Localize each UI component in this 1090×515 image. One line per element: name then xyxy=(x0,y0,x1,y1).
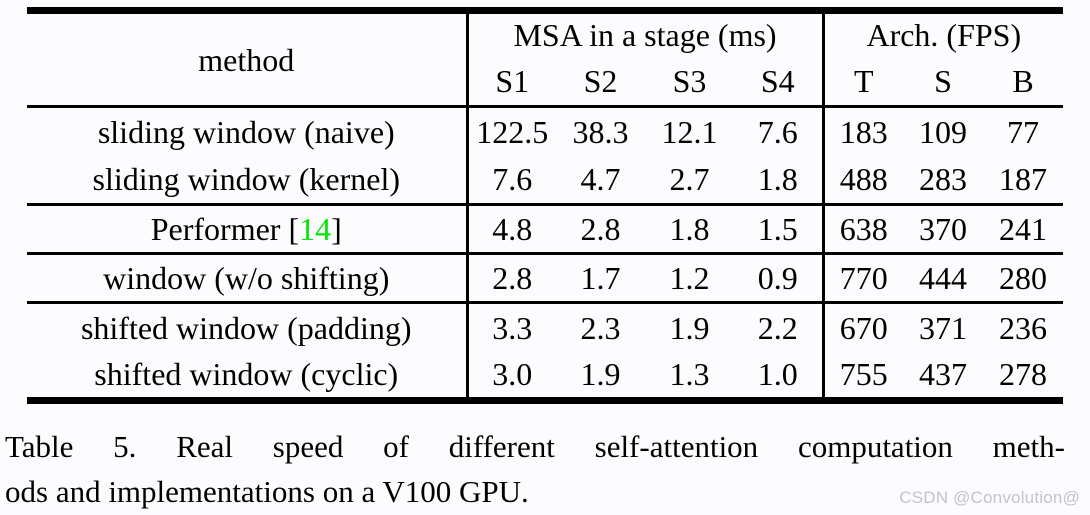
header-group-row: method MSA in a stage (ms) Arch. (FPS) xyxy=(27,10,1064,108)
msa-s4-cell: 1.8 xyxy=(734,155,824,206)
msa-s1-cell: 3.0 xyxy=(465,351,556,401)
method-cell: sliding window (kernel) xyxy=(27,155,467,206)
fps-t-cell: 183 xyxy=(821,106,904,156)
msa-s4-cell: 1.0 xyxy=(757,356,798,393)
table-row-sliding-kernel: sliding window (kernel) 7.6 4.7 2.7 1.8 … xyxy=(27,155,1064,206)
msa-s2-cell: 1.7 xyxy=(556,253,645,304)
msa-s1-cell: 2.8 xyxy=(465,253,556,304)
fps-t-cell: 638 xyxy=(821,204,904,255)
method-label: sliding window (naive) xyxy=(97,113,395,150)
method-cell: shifted window (cyclic) xyxy=(27,352,467,401)
csdn-watermark: CSDN @Convolution@ xyxy=(899,488,1080,507)
msa-s4-cell: 1.5 xyxy=(734,204,824,255)
msa-s1-cell: 4.8 xyxy=(465,204,556,255)
fps-b-cell: 241 xyxy=(983,204,1064,255)
col-header-t: T xyxy=(821,56,904,108)
table-row-performer: Performer [14] 4.8 2.8 1.8 1.5 638 370 2… xyxy=(27,204,1064,255)
msa-s4-cell: 0.9 xyxy=(734,253,824,304)
col-header-s4: S4 xyxy=(734,56,824,108)
col-group-msa: MSA in a stage (ms) xyxy=(465,10,824,57)
fps-t-cell: 488 xyxy=(821,155,904,206)
caption-line-2: ods and implementations on a V100 GPU. xyxy=(5,474,529,509)
caption-line-1: Table 5. Real speed of different self-at… xyxy=(5,429,1065,464)
msa-s2-cell: 4.7 xyxy=(556,155,645,206)
msa-s3-cell: 2.7 xyxy=(645,155,734,206)
msa-s3-cell: 1.2 xyxy=(645,253,734,304)
msa-s3-cell: 1.8 xyxy=(645,204,734,255)
table-caption: Table 5. Real speed of different self-at… xyxy=(5,424,1065,514)
method-label: Performer [ xyxy=(150,211,300,247)
method-cell: Performer [14] xyxy=(27,204,467,255)
fps-s-cell: 109 xyxy=(919,113,968,150)
msa-s1-cell: 122.5 xyxy=(465,106,556,156)
header-sub-row: S1 S2 S3 S4 T S B xyxy=(27,56,1064,108)
col-header-method: method xyxy=(27,10,467,108)
msa-s4-cell: 2.2 xyxy=(757,309,798,346)
fps-s-cell: 370 xyxy=(903,204,984,255)
msa-s1-cell: 7.6 xyxy=(465,155,556,206)
col-header-b: B xyxy=(983,56,1064,108)
method-cell: shifted window (padding) xyxy=(27,303,467,352)
msa-s3-cell: 1.3 xyxy=(669,356,710,393)
method-label: window (w/o shifting) xyxy=(103,260,390,296)
table-row-shifted-padding: shifted window (padding) 3.3 2.3 1.9 2.2… xyxy=(27,302,1063,352)
citation-link[interactable]: 14 xyxy=(299,211,332,247)
fps-t-cell: 770 xyxy=(821,253,904,304)
fps-b-cell: 278 xyxy=(999,356,1048,393)
msa-s3-cell: 12.1 xyxy=(661,113,718,150)
msa-s2-cell: 38.3 xyxy=(572,113,629,150)
method-label-suffix: ] xyxy=(331,211,342,247)
col-header-s1: S1 xyxy=(465,56,556,108)
method-label: shifted window (padding) xyxy=(80,309,412,346)
col-header-s: S xyxy=(903,56,984,108)
fps-s-cell: 283 xyxy=(903,155,984,206)
msa-s2-cell: 2.3 xyxy=(580,309,621,346)
fps-t-cell: 755 xyxy=(821,351,904,401)
col-header-s2: S2 xyxy=(556,56,645,108)
fps-b-cell: 280 xyxy=(983,253,1064,304)
fps-s-cell: 444 xyxy=(903,253,984,304)
fps-b-cell: 77 xyxy=(1007,113,1040,150)
fps-b-cell: 236 xyxy=(999,309,1048,346)
fps-b-cell: 187 xyxy=(983,155,1064,206)
msa-s2-cell: 2.8 xyxy=(556,204,645,255)
col-group-arch: Arch. (FPS) xyxy=(821,10,1064,57)
fps-s-cell: 437 xyxy=(919,356,968,393)
method-label: sliding window (kernel) xyxy=(92,161,401,198)
speed-comparison-table: method MSA in a stage (ms) Arch. (FPS) S… xyxy=(27,7,1064,404)
fps-t-cell: 670 xyxy=(821,302,904,352)
msa-s2-cell: 1.9 xyxy=(580,356,621,393)
col-header-s3: S3 xyxy=(645,56,734,108)
table-row-window-no-shift: window (w/o shifting) 2.8 1.7 1.2 0.9 77… xyxy=(27,253,1064,304)
fps-s-cell: 371 xyxy=(919,309,968,346)
msa-s1-cell: 3.3 xyxy=(465,302,556,352)
method-label: shifted window (cyclic) xyxy=(94,356,399,393)
table-row-sliding-naive: sliding window (naive) 122.5 38.3 12.1 7… xyxy=(27,106,1063,156)
msa-s4-cell: 7.6 xyxy=(757,113,798,150)
msa-s3-cell: 1.9 xyxy=(669,309,710,346)
table-row-shifted-cyclic: shifted window (cyclic) 3.0 1.9 1.3 1.0 … xyxy=(27,351,1063,401)
method-cell: sliding window (naive) xyxy=(27,107,467,156)
method-cell: window (w/o shifting) xyxy=(27,253,467,304)
